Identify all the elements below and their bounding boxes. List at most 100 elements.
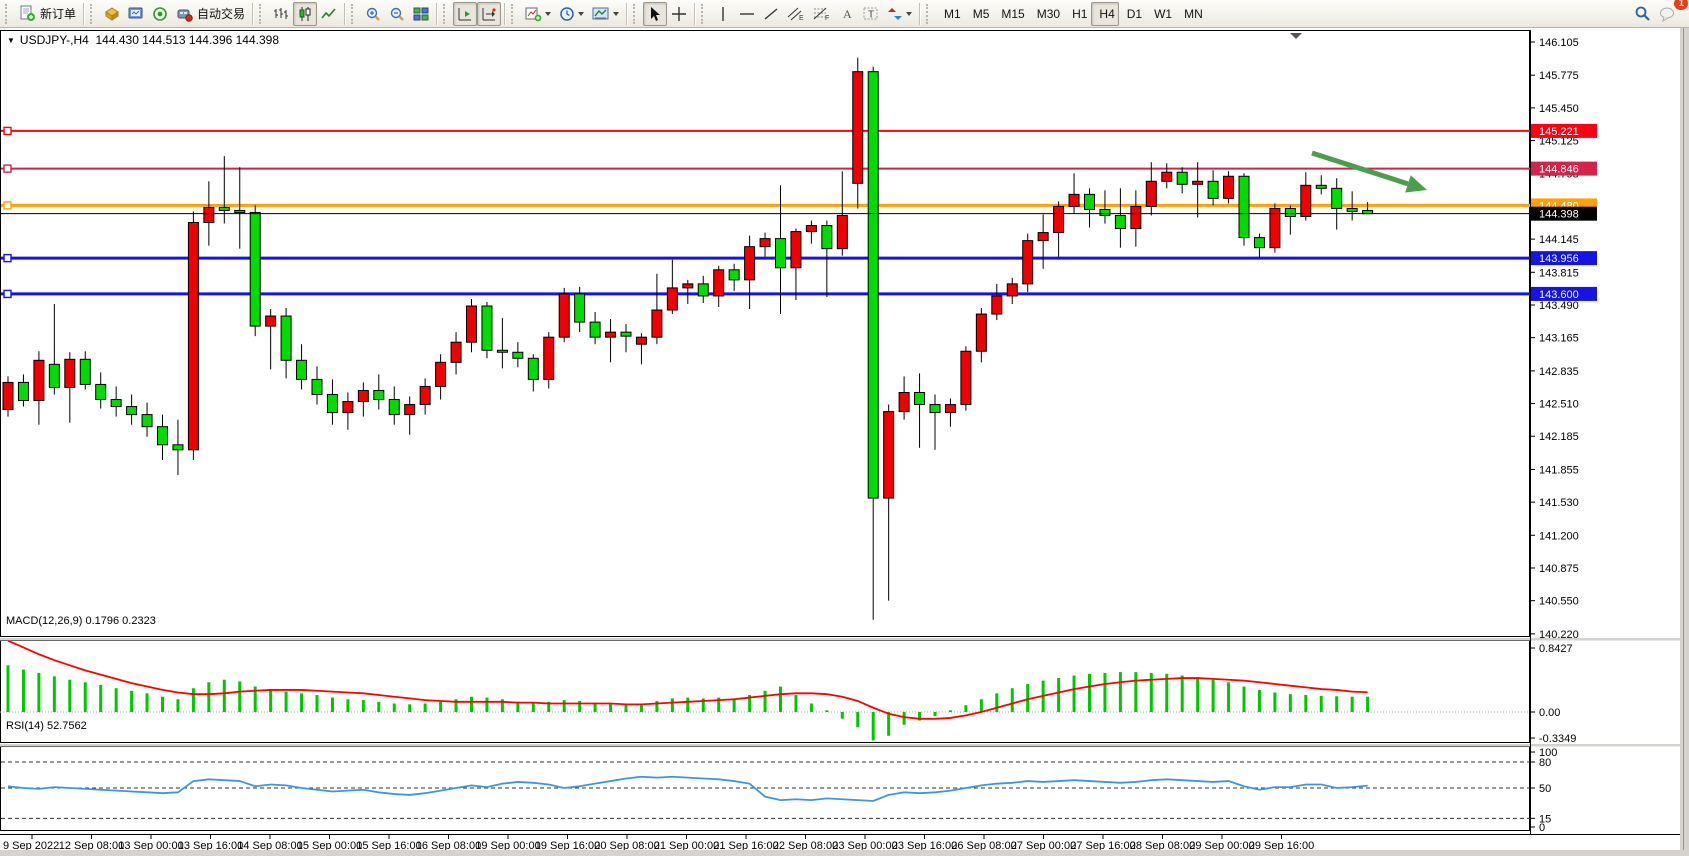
timeframe-mn[interactable]: MN [1176, 2, 1207, 26]
timeframe-w1[interactable]: W1 [1146, 2, 1176, 26]
toolbar-grip[interactable] [259, 3, 266, 24]
timeframe-m15[interactable]: M15 [993, 2, 1028, 26]
time-tick-label[interactable]: 15 Sep 16:00 [356, 840, 421, 852]
time-tick-label[interactable]: 19 Sep 16:00 [535, 840, 600, 852]
time-tick-label[interactable]: 23 Sep 00:00 [832, 840, 897, 852]
time-tick-label[interactable]: 27 Sep 16:00 [1070, 840, 1135, 852]
toolbar-grip[interactable] [5, 3, 12, 24]
auto-scroll-button[interactable] [453, 1, 478, 26]
price-tick-label[interactable]: 146.105 [1539, 37, 1579, 49]
time-tick-label[interactable]: 15 Sep 00:00 [297, 840, 362, 852]
hline-handle[interactable] [3, 253, 12, 263]
price-tick-label[interactable]: 143.815 [1539, 267, 1579, 279]
price-tick-label[interactable]: 145.775 [1539, 70, 1579, 82]
bar-chart-button[interactable] [269, 2, 293, 26]
time-tick-label[interactable]: 9 Sep 2022 [3, 840, 59, 852]
time-tick-label[interactable]: 22 Sep 08:00 [773, 840, 838, 852]
price-tick-label[interactable]: 142.510 [1539, 399, 1579, 411]
time-tick-label[interactable]: 13 Sep 00:00 [118, 840, 183, 852]
panel-splitter-rsi[interactable] [0, 744, 1683, 747]
shapes-button[interactable] [883, 2, 916, 26]
toolbar-grip[interactable] [701, 3, 708, 24]
zoom-out-button[interactable] [385, 2, 409, 26]
hline-handle[interactable] [3, 201, 12, 210]
toolbar-grip[interactable] [351, 3, 358, 24]
time-tick-label[interactable]: 16 Sep 08:00 [416, 840, 481, 852]
time-tick-label[interactable]: 14 Sep 08:00 [237, 840, 302, 852]
crosshair-button[interactable] [667, 2, 691, 26]
time-tick-label[interactable]: 20 Sep 08:00 [594, 840, 659, 852]
vertical-line-button[interactable] [711, 2, 735, 26]
fibonacci-button[interactable]: F [809, 2, 835, 26]
price-tick-label[interactable]: 144.145 [1539, 234, 1579, 246]
price-tick-label[interactable]: 141.530 [1539, 497, 1579, 509]
time-tick-label[interactable]: 26 Sep 08:00 [951, 840, 1016, 852]
toolbar-grip[interactable] [926, 3, 933, 24]
horizontal-line-button[interactable] [735, 2, 759, 26]
price-tick-label[interactable]: 143.490 [1539, 300, 1579, 312]
rsi-scale-label[interactable]: 80 [1539, 757, 1551, 769]
timeframe-h4[interactable]: H4 [1091, 1, 1119, 26]
trend-arrow-head[interactable] [1405, 175, 1427, 193]
chart-shift-button[interactable] [477, 1, 502, 26]
chart-window[interactable]: 146.105145.775145.450145.125144.795144.4… [0, 28, 1684, 852]
data-window-button[interactable] [124, 2, 148, 26]
toolbar-grip[interactable] [633, 3, 640, 24]
chat-button[interactable]: 1 [1655, 0, 1688, 26]
rsi-scale-label[interactable]: 0 [1539, 822, 1545, 834]
toolbar-grip[interactable] [90, 3, 97, 24]
text-button[interactable]: A [835, 2, 859, 26]
search-button[interactable] [1630, 2, 1655, 26]
price-tick-label[interactable]: 142.185 [1539, 431, 1579, 443]
auto-trading-button[interactable]: 自动交易 [172, 2, 249, 26]
collapse-triangle-icon[interactable]: ▼ [7, 36, 15, 45]
new-order-button[interactable]: 新订单 [15, 2, 80, 26]
hline-handle[interactable] [3, 126, 12, 136]
panel-splitter-macd[interactable] [0, 638, 1683, 641]
timeframe-m30[interactable]: M30 [1029, 2, 1064, 26]
price-tick-label[interactable]: 143.165 [1539, 333, 1579, 345]
trend-arrow-annotation[interactable] [1311, 150, 1409, 187]
zoom-in-button[interactable] [361, 2, 385, 26]
periods-button[interactable] [555, 2, 588, 26]
time-tick-label[interactable]: 21 Sep 16:00 [713, 840, 778, 852]
price-tick-label[interactable]: 140.550 [1539, 596, 1579, 608]
time-tick-label[interactable]: 13 Sep 16:00 [178, 840, 243, 852]
price-tick-label[interactable]: 140.875 [1539, 563, 1579, 575]
time-tick-label[interactable]: 12 Sep 08:00 [59, 840, 124, 852]
toolbar-grip[interactable] [511, 3, 518, 24]
cursor-button[interactable] [643, 1, 668, 26]
toolbar-grip[interactable] [443, 3, 450, 24]
navigator-button[interactable] [148, 2, 172, 26]
hline-handle[interactable] [3, 289, 12, 299]
time-tick-label[interactable]: 29 Sep 00:00 [1189, 840, 1254, 852]
chart-canvas[interactable]: 146.105145.775145.450145.125144.795144.4… [0, 28, 1683, 852]
price-tick-label[interactable]: 145.450 [1539, 103, 1579, 115]
rsi-scale-label[interactable]: 15 [1539, 813, 1551, 825]
chart-shift-marker-icon[interactable] [1290, 33, 1302, 39]
candlestick-chart-button[interactable] [293, 1, 318, 26]
trendline-button[interactable] [759, 2, 783, 26]
timeframe-m5[interactable]: M5 [965, 2, 994, 26]
price-tick-label[interactable]: 140.220 [1539, 629, 1579, 641]
rsi-scale-label[interactable]: 50 [1539, 783, 1551, 795]
price-tick-label[interactable]: 141.855 [1539, 464, 1579, 476]
main-panel[interactable] [0, 30, 1530, 637]
macd-scale-label[interactable]: 0.00 [1539, 707, 1560, 719]
templates-button[interactable] [588, 2, 623, 26]
time-tick-label[interactable]: 21 Sep 00:00 [654, 840, 719, 852]
hline-handle[interactable] [3, 164, 12, 173]
channel-button[interactable]: E [783, 2, 809, 26]
macd-scale-label[interactable]: 0.8427 [1539, 643, 1573, 655]
time-tick-label[interactable]: 19 Sep 00:00 [475, 840, 540, 852]
tile-windows-button[interactable] [409, 2, 433, 26]
time-tick-label[interactable]: 23 Sep 16:00 [892, 840, 957, 852]
price-tick-label[interactable]: 145.125 [1539, 136, 1579, 148]
rsi-scale-label[interactable]: 100 [1539, 747, 1557, 759]
time-tick-label[interactable]: 27 Sep 00:00 [1011, 840, 1076, 852]
price-tick-label[interactable]: 141.200 [1539, 530, 1579, 542]
market-watch-button[interactable] [100, 2, 124, 26]
line-chart-button[interactable] [317, 2, 341, 26]
timeframe-h1[interactable]: H1 [1064, 2, 1091, 26]
time-tick-label[interactable]: 29 Sep 16:00 [1249, 840, 1314, 852]
